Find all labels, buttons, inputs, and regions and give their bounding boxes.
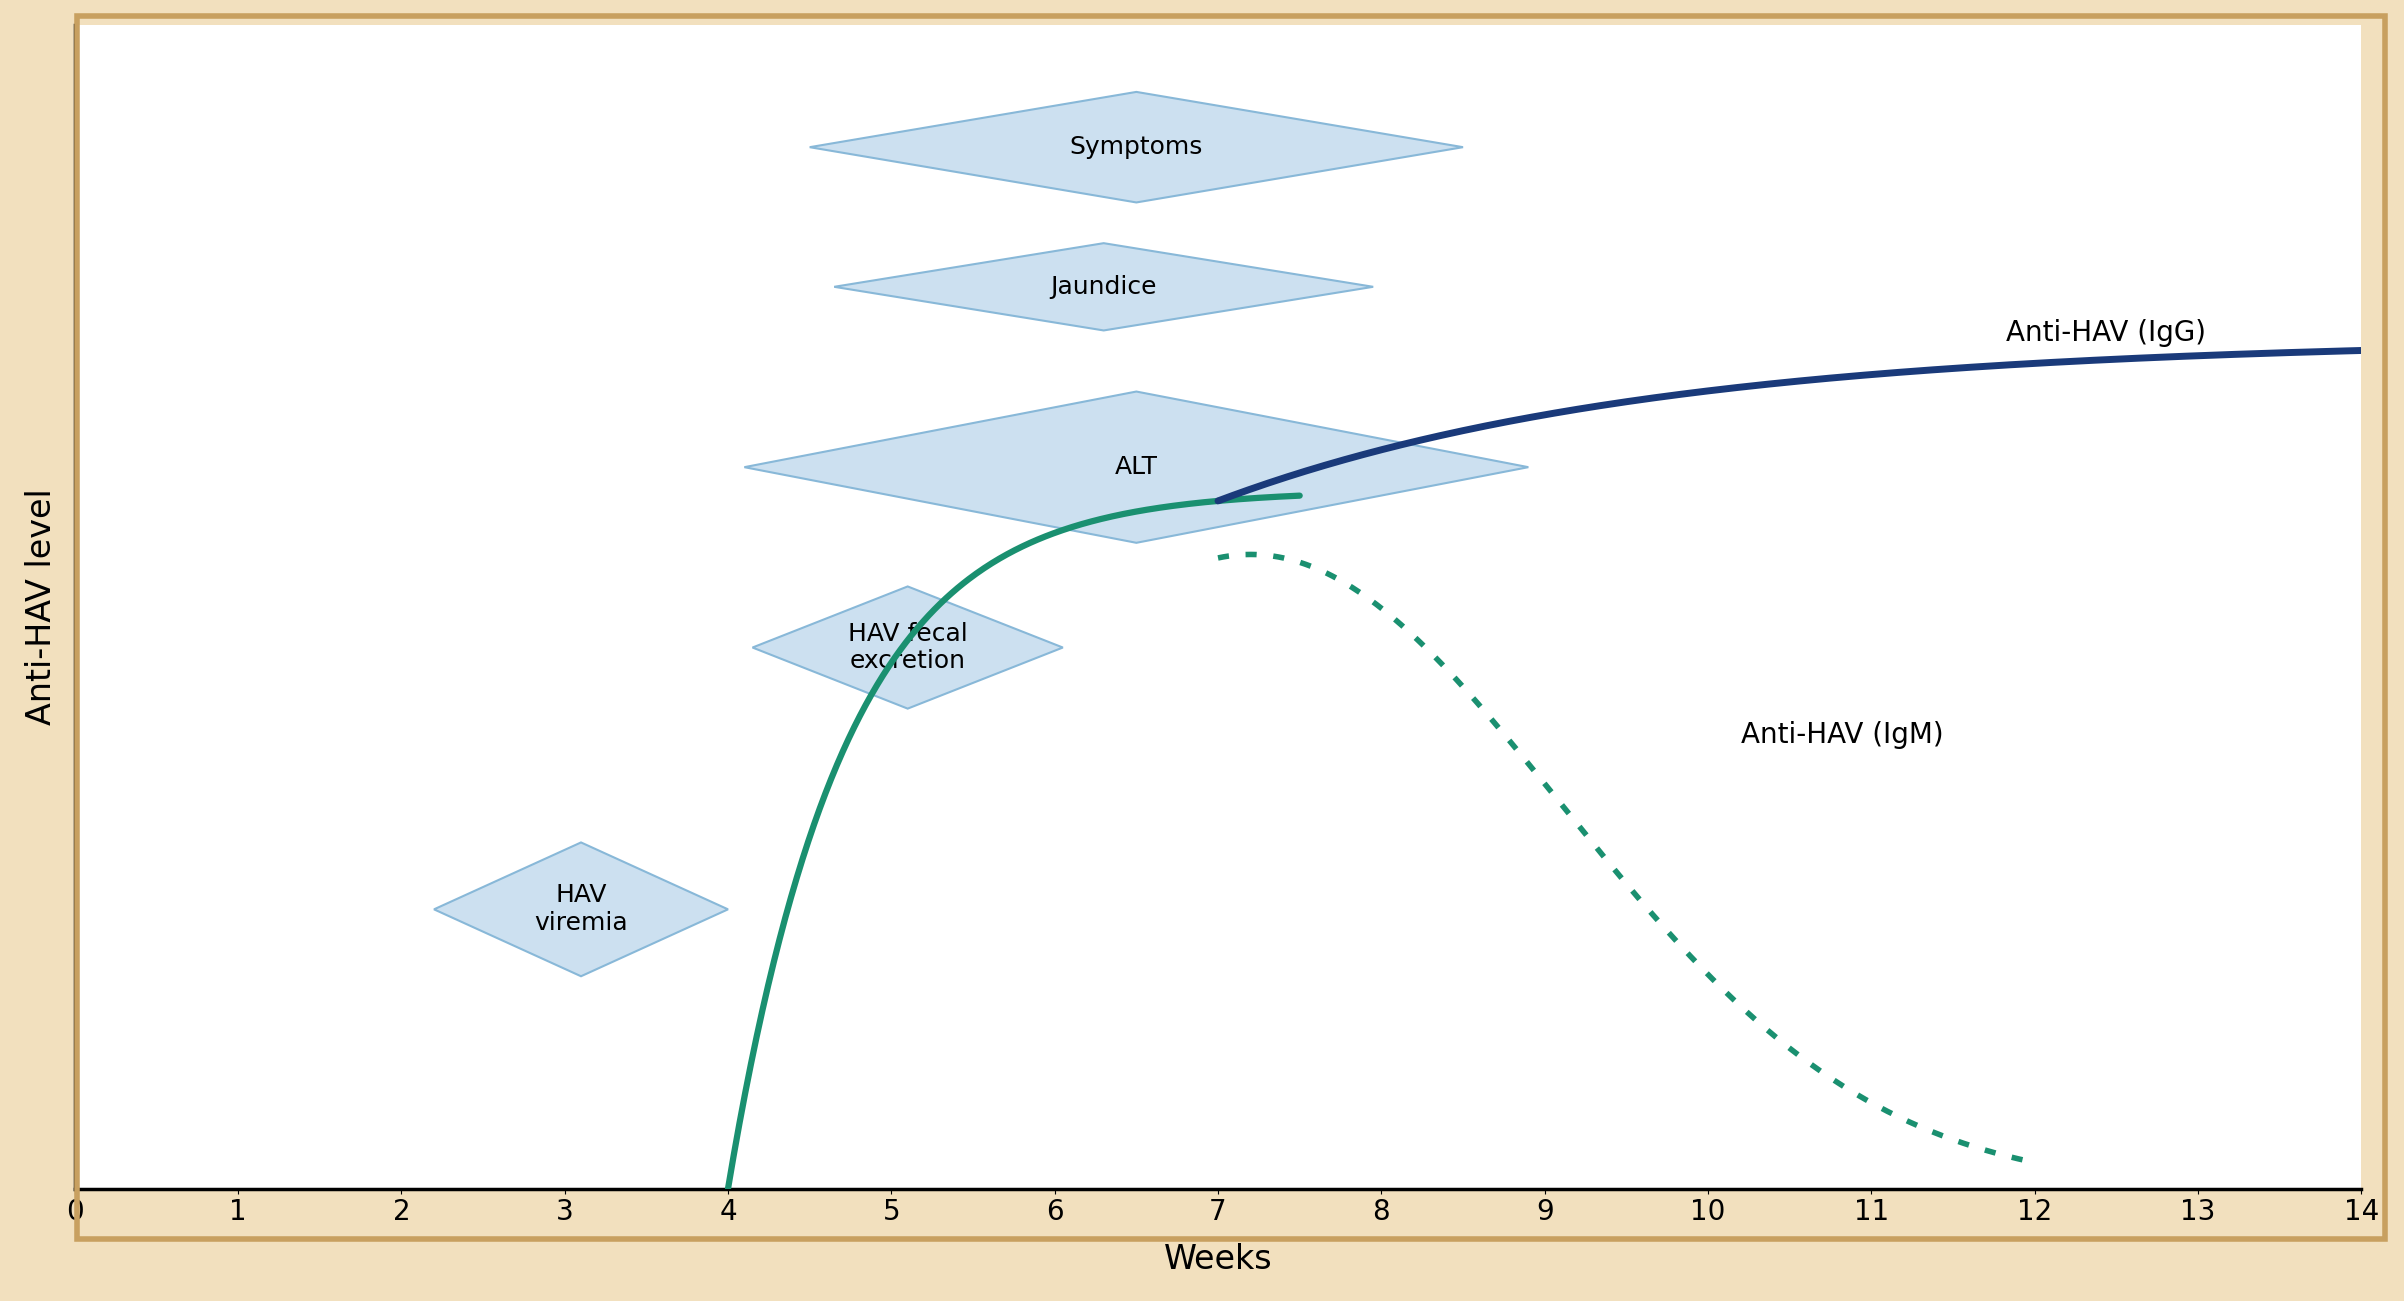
Polygon shape [745, 392, 1529, 543]
Text: Jaundice: Jaundice [1051, 275, 1156, 299]
Text: Anti-HAV (IgM): Anti-HAV (IgM) [1740, 721, 1942, 749]
Polygon shape [834, 243, 1373, 330]
Y-axis label: Anti-HAV level: Anti-HAV level [24, 488, 58, 725]
Text: HAV
viremia: HAV viremia [534, 883, 627, 935]
Polygon shape [752, 587, 1063, 709]
Text: ALT: ALT [1115, 455, 1159, 479]
Text: HAV fecal
excretion: HAV fecal excretion [849, 622, 966, 674]
Polygon shape [435, 843, 728, 976]
Text: Symptoms: Symptoms [1070, 135, 1202, 159]
X-axis label: Weeks: Weeks [1164, 1242, 1272, 1276]
Polygon shape [810, 92, 1464, 203]
Text: Anti-HAV (IgG): Anti-HAV (IgG) [2007, 319, 2207, 347]
